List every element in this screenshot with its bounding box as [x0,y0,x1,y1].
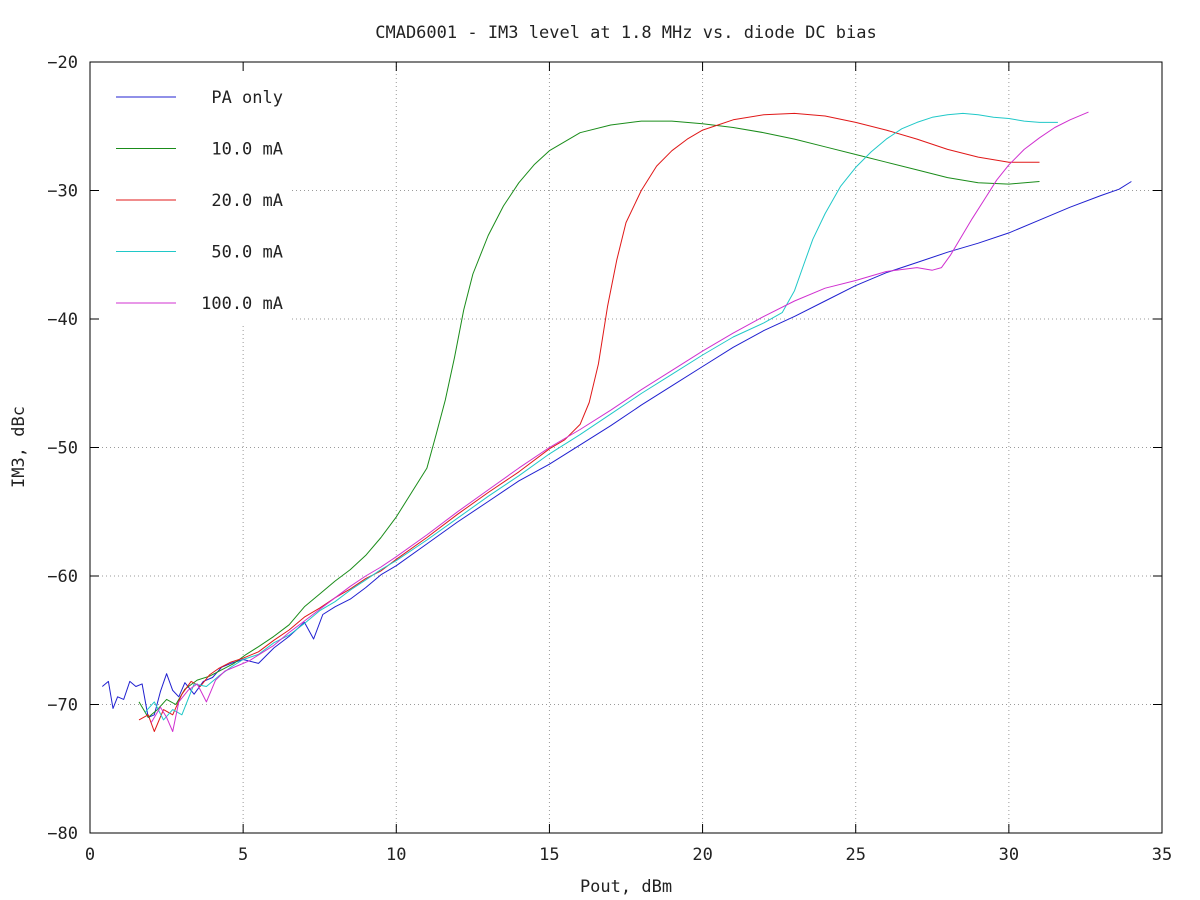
series-line-0 [101,181,1132,718]
legend-label: 20.0 mA [211,191,283,211]
grid-lines [90,62,1162,833]
axis-ticks [89,61,1163,834]
y-tick-label: −20 [47,53,78,73]
x-tick-label: 10 [386,845,406,865]
legend-label: 100.0 mA [201,294,283,314]
y-tick-label: −80 [47,824,78,844]
legend: PA only 10.0 mA 20.0 mA 50.0 mA 100.0 mA [116,88,283,314]
x-tick-label: 25 [845,845,865,865]
y-tick-label: −70 [47,696,78,716]
x-tick-label: 5 [238,845,248,865]
x-tick-label: 0 [85,845,95,865]
x-tick-label: 20 [692,845,712,865]
series-line-1 [138,120,1040,718]
chart-title: CMAD6001 - IM3 level at 1.8 MHz vs. diod… [375,23,877,43]
series-lines [101,111,1132,732]
series-line-4 [150,111,1089,732]
x-axis-tick-labels: 0 5 10 15 20 25 30 35 [85,845,1172,865]
legend-label: 10.0 mA [211,140,283,160]
x-axis-label: Pout, dBm [580,877,672,897]
y-tick-label: −50 [47,439,78,459]
y-tick-label: −60 [47,567,78,587]
series-line-2 [138,112,1040,732]
y-tick-label: −40 [47,310,78,330]
x-tick-label: 30 [999,845,1019,865]
x-tick-label: 35 [1152,845,1172,865]
legend-label: 50.0 mA [211,243,283,263]
legend-label: PA only [211,88,283,108]
y-axis-label: IM3, dBc [9,406,29,488]
x-tick-label: 15 [539,845,559,865]
y-axis-tick-labels: −80 −70 −60 −50 −40 −30 −20 [47,53,78,844]
y-tick-label: −30 [47,182,78,202]
series-line-3 [144,112,1058,721]
